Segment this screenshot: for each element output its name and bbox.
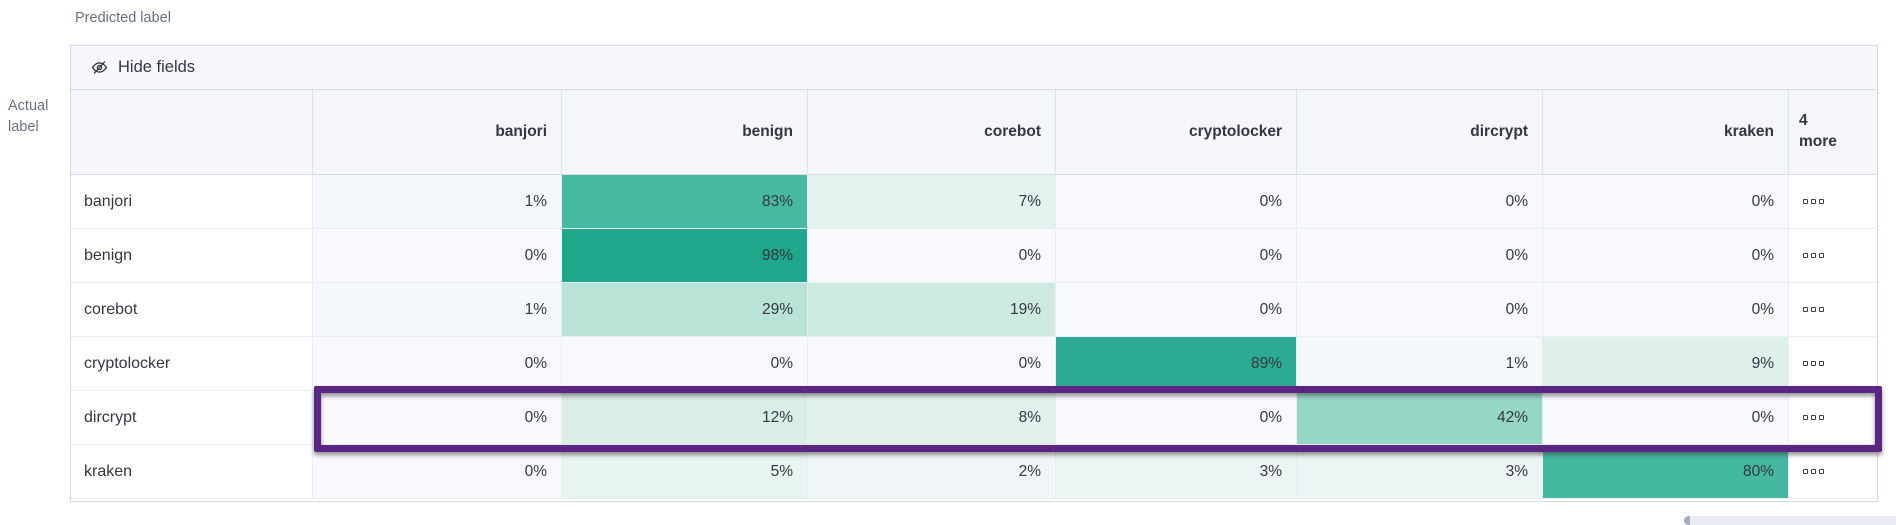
header-corner-cell bbox=[71, 90, 313, 175]
row-label-cryptolocker: cryptolocker bbox=[71, 337, 313, 391]
cell-dircrypt-cryptolocker: 0% bbox=[1056, 391, 1297, 445]
cell-corebot-kraken: 0% bbox=[1543, 283, 1789, 337]
cell-banjori-banjori: 1% bbox=[313, 175, 562, 229]
cell-dircrypt-corebot: 8% bbox=[808, 391, 1056, 445]
cell-benign-dircrypt: 0% bbox=[1297, 229, 1543, 283]
scrollbar-thumb-edge bbox=[1684, 516, 1690, 525]
cell-banjori-cryptolocker: 0% bbox=[1056, 175, 1297, 229]
row-label-kraken: kraken bbox=[71, 445, 313, 499]
hide-fields-button[interactable]: Hide fields bbox=[71, 46, 1877, 90]
cell-cryptolocker-kraken: 9% bbox=[1543, 337, 1789, 391]
cell-dircrypt-benign: 12% bbox=[562, 391, 808, 445]
header-more-columns-button[interactable]: 4 more bbox=[1789, 90, 1877, 175]
cell-kraken-dircrypt: 3% bbox=[1297, 445, 1543, 499]
cell-kraken-kraken: 80% bbox=[1543, 445, 1789, 499]
cell-corebot-banjori: 1% bbox=[313, 283, 562, 337]
row-label-banjori: banjori bbox=[71, 175, 313, 229]
row-actions-button-banjori[interactable] bbox=[1789, 175, 1877, 229]
cell-benign-corebot: 0% bbox=[808, 229, 1056, 283]
cell-corebot-dircrypt: 0% bbox=[1297, 283, 1543, 337]
header-cell-dircrypt[interactable]: dircrypt bbox=[1297, 90, 1543, 175]
hide-fields-label: Hide fields bbox=[118, 58, 196, 76]
header-cell-kraken[interactable]: kraken bbox=[1543, 90, 1789, 175]
row-actions-button-benign[interactable] bbox=[1789, 229, 1877, 283]
cell-kraken-banjori: 0% bbox=[313, 445, 562, 499]
row-label-dircrypt: dircrypt bbox=[71, 391, 313, 445]
actual-axis-label-line1: Actual bbox=[8, 98, 49, 114]
cell-benign-benign: 98% bbox=[562, 229, 808, 283]
boxes-horizontal-icon bbox=[1803, 253, 1824, 258]
header-cell-corebot[interactable]: corebot bbox=[808, 90, 1056, 175]
cell-cryptolocker-benign: 0% bbox=[562, 337, 808, 391]
cell-banjori-dircrypt: 0% bbox=[1297, 175, 1543, 229]
cell-banjori-kraken: 0% bbox=[1543, 175, 1789, 229]
cell-banjori-corebot: 7% bbox=[808, 175, 1056, 229]
cell-cryptolocker-corebot: 0% bbox=[808, 337, 1056, 391]
cell-kraken-benign: 5% bbox=[562, 445, 808, 499]
cell-dircrypt-banjori: 0% bbox=[313, 391, 562, 445]
horizontal-scrollbar[interactable] bbox=[1684, 516, 1896, 525]
cell-corebot-cryptolocker: 0% bbox=[1056, 283, 1297, 337]
actual-axis-label-line2: label bbox=[8, 119, 39, 136]
predicted-axis-label: Predicted label bbox=[75, 10, 171, 26]
cell-kraken-cryptolocker: 3% bbox=[1056, 445, 1297, 499]
cell-banjori-benign: 83% bbox=[562, 175, 808, 229]
row-actions-button-kraken[interactable] bbox=[1789, 445, 1877, 499]
cell-cryptolocker-cryptolocker: 89% bbox=[1056, 337, 1297, 391]
cell-dircrypt-dircrypt: 42% bbox=[1297, 391, 1543, 445]
actual-axis-label: Actual label bbox=[8, 96, 48, 138]
cell-cryptolocker-dircrypt: 1% bbox=[1297, 337, 1543, 391]
row-actions-button-dircrypt[interactable] bbox=[1789, 391, 1877, 445]
boxes-horizontal-icon bbox=[1803, 415, 1824, 420]
cell-kraken-corebot: 2% bbox=[808, 445, 1056, 499]
cell-benign-banjori: 0% bbox=[313, 229, 562, 283]
row-actions-button-cryptolocker[interactable] bbox=[1789, 337, 1877, 391]
header-cell-benign[interactable]: benign bbox=[562, 90, 808, 175]
row-actions-button-corebot[interactable] bbox=[1789, 283, 1877, 337]
cell-cryptolocker-banjori: 0% bbox=[313, 337, 562, 391]
cell-benign-kraken: 0% bbox=[1543, 229, 1789, 283]
cell-corebot-corebot: 19% bbox=[808, 283, 1056, 337]
cell-dircrypt-kraken: 0% bbox=[1543, 391, 1789, 445]
boxes-horizontal-icon bbox=[1803, 307, 1824, 312]
row-label-corebot: corebot bbox=[71, 283, 313, 337]
boxes-horizontal-icon bbox=[1803, 469, 1824, 474]
header-cell-cryptolocker[interactable]: cryptolocker bbox=[1056, 90, 1297, 175]
cell-benign-cryptolocker: 0% bbox=[1056, 229, 1297, 283]
cell-corebot-benign: 29% bbox=[562, 283, 808, 337]
header-cell-banjori[interactable]: banjori bbox=[313, 90, 562, 175]
boxes-horizontal-icon bbox=[1803, 361, 1824, 366]
boxes-horizontal-icon bbox=[1803, 199, 1824, 204]
eye-slash-icon bbox=[91, 61, 108, 74]
matrix-grid: banjori benign corebot cryptolocker dircrypt… bbox=[71, 90, 1877, 499]
row-label-benign: benign bbox=[71, 229, 313, 283]
confusion-matrix-panel: Hide fields banjori benign corebot cryptolo… bbox=[70, 45, 1878, 502]
